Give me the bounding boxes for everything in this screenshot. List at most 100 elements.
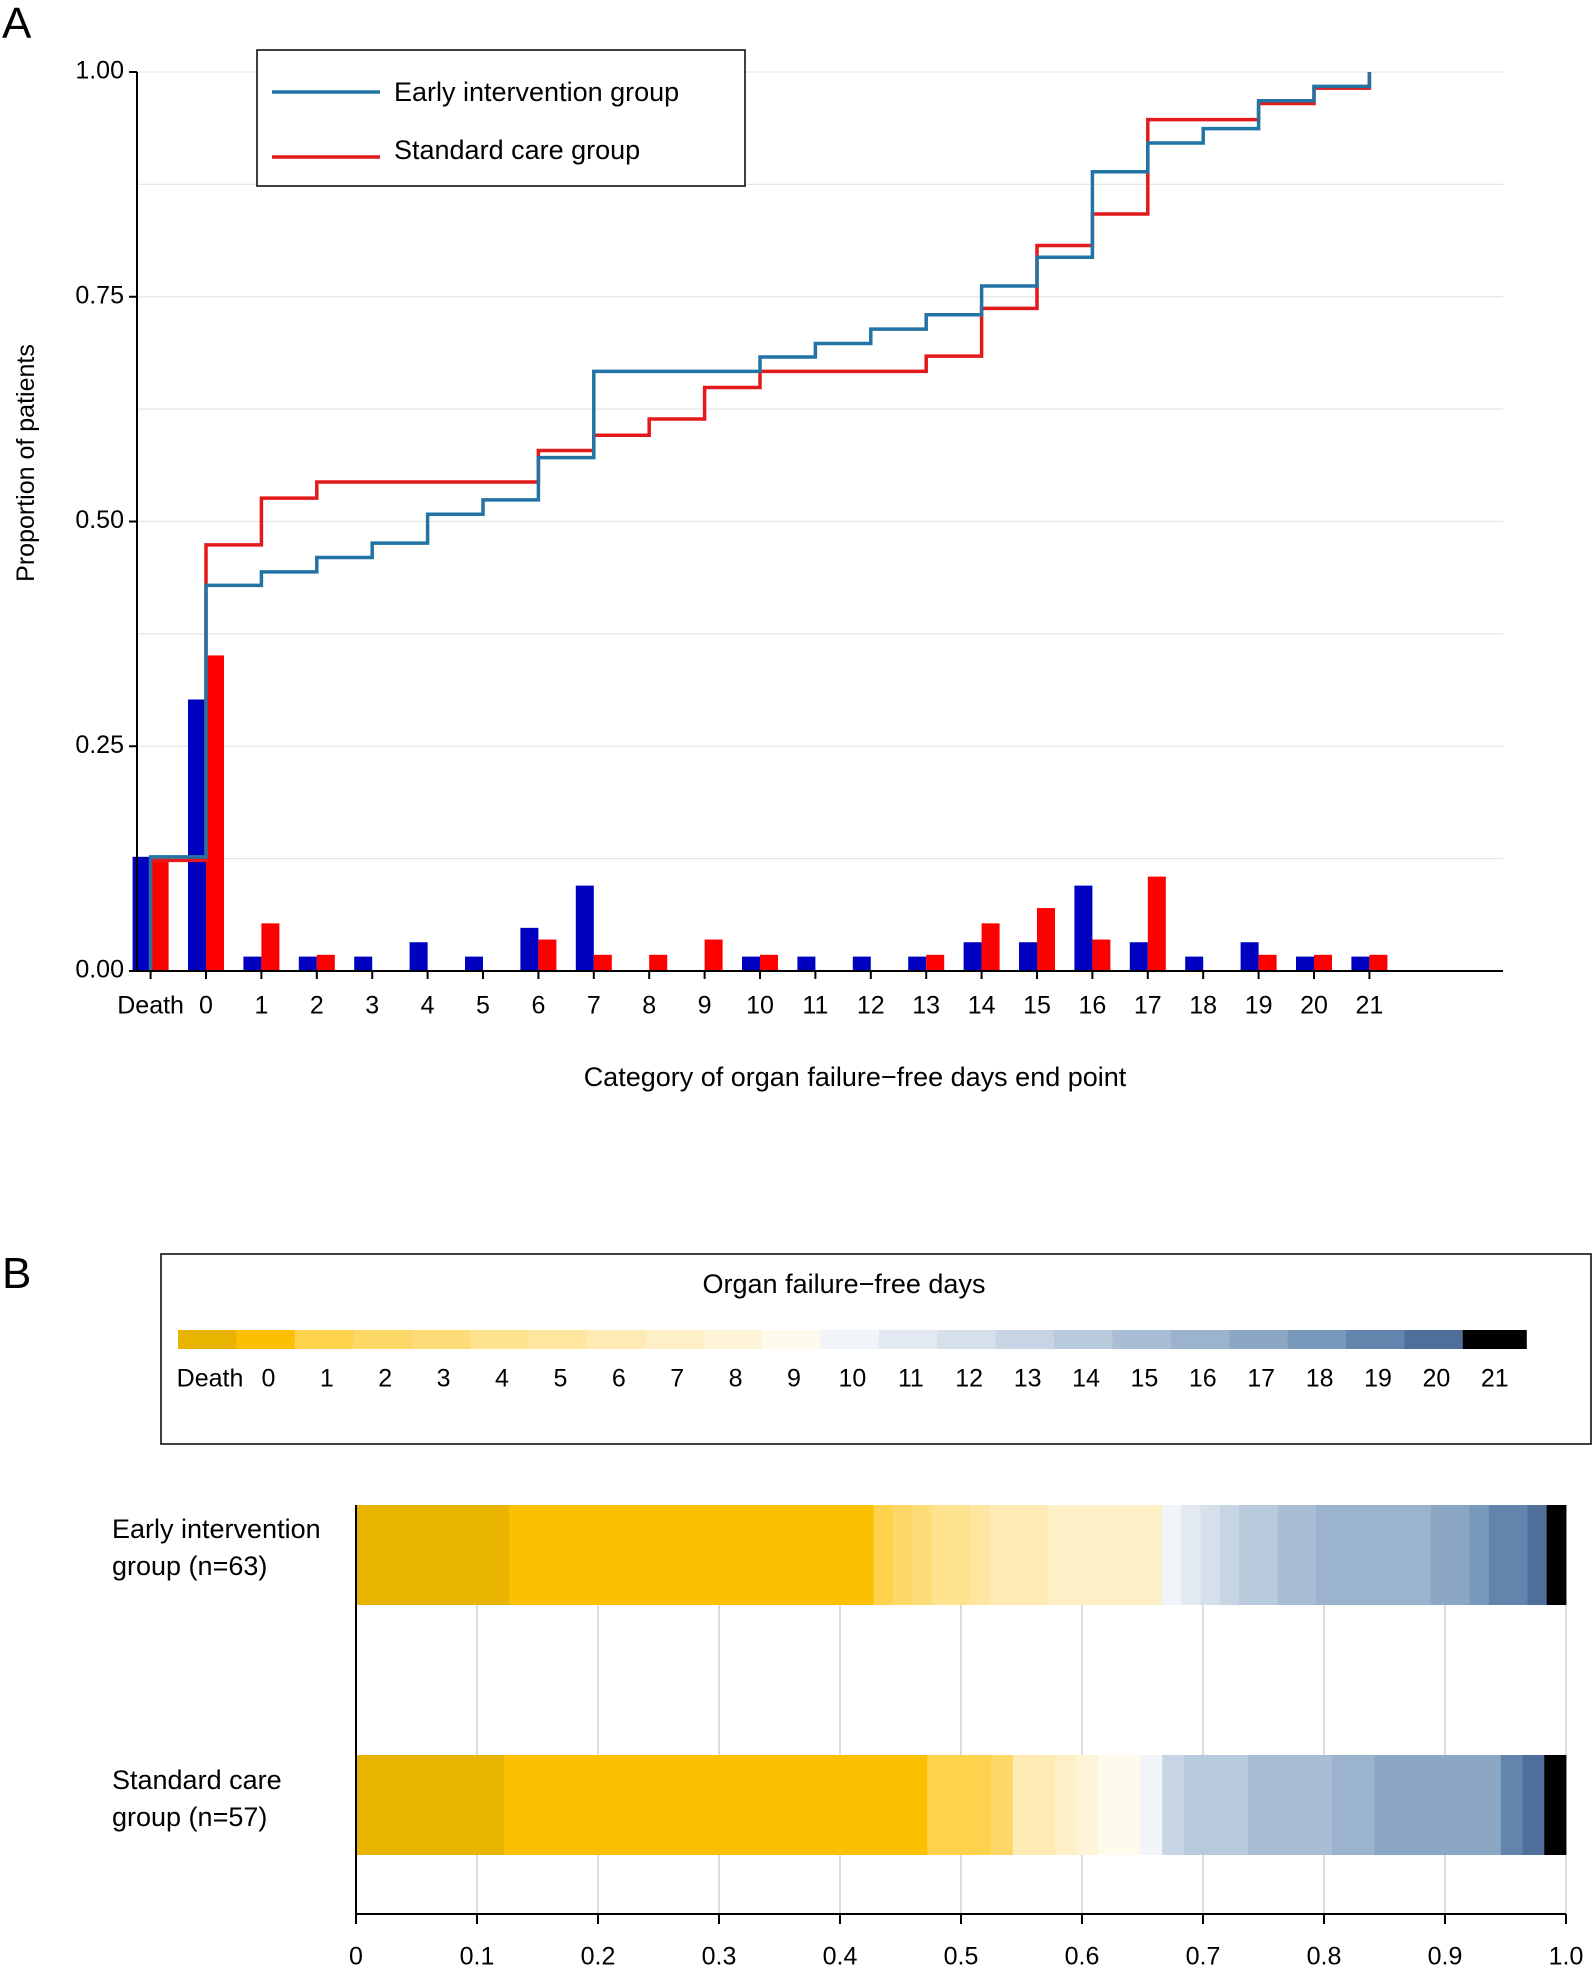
- legend-swatch-3: [411, 1330, 476, 1349]
- segment-early-18: [1469, 1505, 1490, 1605]
- bar-early-7: [575, 885, 594, 971]
- legend-label-12: 12: [955, 1365, 983, 1393]
- y-tick-label: 1.00: [75, 57, 124, 85]
- segment-standard-Death: [356, 1755, 505, 1855]
- bar-early-17: [1129, 942, 1148, 971]
- x-tick-label: 2: [310, 992, 324, 1020]
- x-tick-label: 18: [1189, 992, 1217, 1020]
- bar-early-20: [1296, 956, 1314, 971]
- bar-standard-8: [649, 954, 668, 971]
- step-line-early-intervention: [148, 72, 1372, 971]
- legend-label-10: 10: [838, 1365, 866, 1393]
- legend-box: [256, 49, 746, 187]
- legend-label-early: Early intervention group: [394, 77, 679, 107]
- legend-title-b: Organ failure−free days: [703, 1269, 986, 1299]
- legend-swatch-6: [586, 1330, 651, 1349]
- legend-label-21: 21: [1481, 1365, 1509, 1393]
- x-tick-label: 1: [254, 992, 268, 1020]
- segment-standard-17: [1374, 1755, 1502, 1855]
- x-tick-label: 19: [1245, 992, 1273, 1020]
- bar-early-16: [1074, 885, 1093, 971]
- bar-early-19: [1240, 942, 1259, 971]
- y-tick-label: 0.75: [75, 281, 124, 309]
- bar-early-1: [243, 956, 262, 971]
- bar-early-6: [520, 927, 539, 971]
- segment-early-3: [912, 1505, 932, 1605]
- legend-label-11: 11: [898, 1365, 924, 1393]
- legend-label-14: 14: [1072, 1365, 1100, 1393]
- legend-label-5: 5: [553, 1365, 567, 1393]
- segment-standard-10: [1140, 1755, 1163, 1855]
- x-tick-label-b: 0.7: [1186, 1943, 1221, 1971]
- panel-a-gridlines: [137, 71, 1503, 860]
- legend-swatch-9: [762, 1330, 826, 1349]
- segment-early-Death: [356, 1505, 510, 1605]
- legend-label-8: 8: [729, 1365, 743, 1393]
- bar-standard-15: [1037, 908, 1055, 971]
- bar-early-5: [465, 956, 483, 971]
- segment-standard-13: [1162, 1755, 1185, 1855]
- bar-early-2: [298, 956, 317, 971]
- segment-standard-0: [504, 1755, 928, 1855]
- legend-label-4: 4: [495, 1365, 509, 1393]
- segment-standard-20: [1522, 1755, 1545, 1855]
- bar-standard-6: [538, 939, 557, 971]
- panel-b-stacked-bars: [356, 1505, 1567, 1855]
- legend-swatch-7: [645, 1330, 710, 1349]
- x-tick-label-b: 0.4: [823, 1943, 858, 1971]
- segment-early-1: [873, 1505, 894, 1605]
- segment-early-2: [892, 1505, 913, 1605]
- legend-swatch-12: [937, 1330, 1002, 1349]
- legend-swatch-21: [1462, 1330, 1527, 1349]
- step-line-standard-care: [148, 72, 1372, 971]
- segment-early-21: [1546, 1505, 1567, 1605]
- bar-standard-21: [1369, 954, 1388, 971]
- segment-standard-9: [1098, 1755, 1141, 1855]
- bar-standard-0: [206, 655, 224, 971]
- segment-early-20: [1527, 1505, 1548, 1605]
- segment-early-12: [1200, 1505, 1221, 1605]
- bar-early-15: [1019, 942, 1037, 971]
- x-tick-label: 6: [531, 992, 545, 1020]
- x-tick-label: 9: [698, 992, 712, 1020]
- x-tick-label-b: 0: [349, 1943, 363, 1971]
- bar-standard-19: [1258, 954, 1277, 971]
- bar-early-13: [908, 956, 927, 971]
- bar-standard-2: [316, 954, 335, 971]
- y-axis-title: Proportion of patients: [12, 344, 40, 582]
- legend-swatch-13: [995, 1330, 1060, 1349]
- y-tick-label: 0.00: [75, 956, 124, 984]
- legend-label-18: 18: [1306, 1365, 1334, 1393]
- legend-swatch-10: [820, 1330, 885, 1349]
- y-tick-label: 0.25: [75, 731, 124, 759]
- segment-early-15: [1277, 1505, 1317, 1605]
- x-tick-label: 8: [642, 992, 656, 1020]
- x-tick-label: 13: [912, 992, 940, 1020]
- legend-label-Death: Death: [177, 1365, 244, 1393]
- legend-swatch-11: [878, 1330, 943, 1349]
- y-tick-label: 0.50: [75, 506, 124, 534]
- bar-early-18: [1185, 956, 1204, 971]
- x-tick-label-b: 0.5: [944, 1943, 979, 1971]
- x-tick-label: 17: [1134, 992, 1162, 1020]
- x-tick-label-b: 1.0: [1549, 1943, 1584, 1971]
- bar-early-4: [409, 942, 428, 971]
- x-tick-label: 21: [1355, 992, 1383, 1020]
- group-label-early: Early intervention group (n=63): [112, 1514, 321, 1581]
- panel-a-x-ticks: Death 0 1 2 3 4 5 6 7 8 9 10 11 12 13 14 15 16 17 18 19 20 21: [117, 971, 1383, 1020]
- x-tick-label: 12: [857, 992, 885, 1020]
- segment-early-10: [1161, 1505, 1182, 1605]
- legend-swatch-17: [1229, 1330, 1294, 1349]
- bar-standard-20: [1314, 954, 1332, 971]
- legend-label-2: 2: [378, 1365, 392, 1393]
- x-tick-label-b: 0.3: [702, 1943, 737, 1971]
- legend-label-20: 20: [1422, 1365, 1450, 1393]
- x-tick-label: 5: [476, 992, 490, 1020]
- legend-swatch-14: [1054, 1330, 1118, 1349]
- legend-swatch-18: [1287, 1330, 1352, 1349]
- segment-standard-6: [1012, 1755, 1056, 1855]
- legend-swatch-16: [1170, 1330, 1235, 1349]
- legend-label-17: 17: [1247, 1365, 1275, 1393]
- x-tick-label: 16: [1078, 992, 1106, 1020]
- segment-standard-16: [1332, 1755, 1375, 1855]
